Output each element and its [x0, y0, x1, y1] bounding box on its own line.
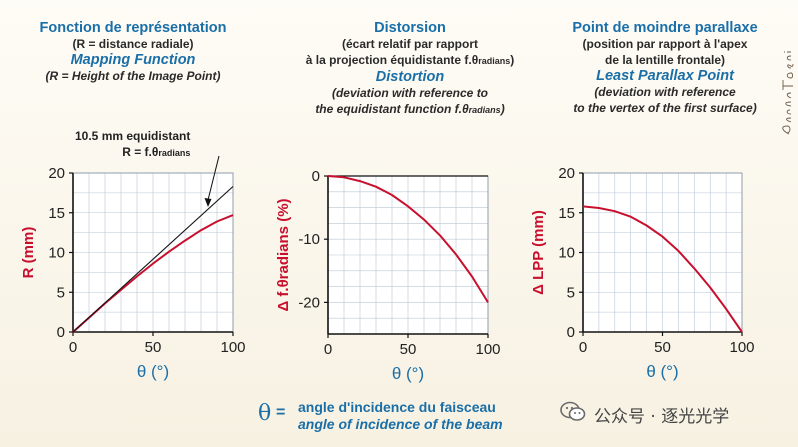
- y-tick-label: 0: [312, 168, 320, 185]
- en-subtitle-1: (deviation with reference: [594, 85, 736, 99]
- wechat-watermark: 公众号 · 逐光光学: [560, 400, 780, 427]
- en-title: Least Parallax Point: [596, 68, 734, 84]
- en-subtitle-2-sub: radians: [468, 105, 501, 115]
- x-tick-label: 0: [69, 339, 77, 356]
- panel-header-parallax: Point de moindre parallaxe (position par…: [545, 20, 785, 116]
- annotation-arrow-head: [204, 198, 212, 207]
- legend-fr: angle d'incidence du faisceau: [298, 399, 496, 415]
- fr-title: Fonction de représentation: [39, 20, 227, 36]
- panel-header-mapping: Fonction de représentation (R = distance…: [8, 20, 258, 84]
- y-tick-label: 0: [567, 324, 575, 341]
- y-tick-label: 10: [48, 245, 65, 262]
- watermark-text: 公众号 · 逐光光学: [594, 407, 730, 427]
- annotation-line-1: 10.5 mm equidistant: [75, 129, 191, 143]
- x-tick-label: 50: [400, 341, 417, 358]
- en-title: Distortion: [375, 69, 445, 85]
- fr-subtitle-2-end: ): [510, 53, 515, 67]
- series-line-1: [327, 175, 489, 303]
- fr-title: Point de moindre parallaxe: [572, 20, 758, 36]
- theta-legend: θ = angle d'incidence du faisceau angle …: [258, 399, 548, 435]
- x-tick-label: 50: [654, 339, 671, 356]
- fr-subtitle-2: à la projection équidistante f.θradians): [265, 52, 555, 69]
- equidistant-annotation: 10.5 mm equidistant R = f.θradians: [75, 128, 190, 161]
- en-subtitle-2-end: ): [500, 102, 505, 116]
- x-axis-label: θ (°): [646, 362, 678, 381]
- annotation-line-2: R = f.θradians: [75, 144, 190, 161]
- x-tick-label: 0: [579, 339, 587, 356]
- annotation-formula-sub: radians: [158, 148, 191, 158]
- fr-subtitle: (R = distance radiale): [72, 37, 194, 51]
- fr-title: Distorsion: [374, 20, 446, 36]
- fr-subtitle-2-main: à la projection équidistante f.θ: [305, 53, 479, 67]
- y-tick-label: 10: [558, 245, 575, 262]
- en-title: Mapping Function: [70, 52, 196, 68]
- annotation-formula: R = f.θ: [122, 145, 159, 159]
- fr-subtitle-2: de la lentille frontale): [604, 53, 726, 67]
- en-subtitle-2: to the vertex of the first surface): [573, 101, 757, 115]
- en-subtitle-1: (deviation with reference to: [331, 86, 489, 100]
- en-subtitle-2-main: the equidistant function f.θ: [315, 102, 469, 116]
- x-tick-label: 100: [220, 339, 245, 356]
- fr-subtitle-1: (position par rapport à l'apex: [582, 37, 748, 51]
- x-axis-label: θ (°): [137, 362, 169, 381]
- y-tick-label: -10: [298, 231, 320, 248]
- x-tick-label: 100: [729, 339, 754, 356]
- series-line-2: [72, 186, 234, 333]
- y-tick-label: 5: [57, 284, 65, 301]
- series-line-1: [582, 205, 743, 333]
- fr-subtitle-2-sub: radians: [478, 56, 511, 66]
- x-tick-label: 50: [145, 339, 162, 356]
- panel-header-distortion: Distorsion (écart relatif par rapport à …: [265, 20, 555, 118]
- signature-image: [782, 51, 794, 135]
- y-axis-label: Δ LPP (mm): [530, 210, 547, 295]
- y-tick-label: -20: [298, 294, 320, 311]
- x-tick-label: 0: [324, 341, 332, 358]
- equals-sign: =: [276, 404, 286, 421]
- y-axis-label: Δ f.θradians (%): [275, 198, 292, 311]
- fr-subtitle-1: (écart relatif par rapport: [341, 37, 479, 51]
- en-subtitle: (R = Height of the Image Point): [45, 69, 221, 83]
- y-tick-label: 15: [48, 205, 65, 222]
- y-tick-label: 20: [48, 165, 65, 182]
- en-subtitle-2: the equidistant function f.θradians): [265, 101, 555, 118]
- x-axis-label: θ (°): [392, 364, 424, 383]
- x-tick-label: 100: [475, 341, 500, 358]
- y-axis-label: R (mm): [20, 227, 37, 279]
- annotation-arrow-line: [207, 155, 220, 201]
- wechat-icon: [560, 401, 586, 421]
- legend-en: angle of incidence of the beam: [298, 416, 503, 432]
- y-tick-label: 15: [558, 205, 575, 222]
- y-tick-label: 0: [57, 324, 65, 341]
- y-tick-label: 5: [567, 284, 575, 301]
- y-tick-label: 20: [558, 165, 575, 182]
- theta-symbol: θ: [258, 401, 272, 426]
